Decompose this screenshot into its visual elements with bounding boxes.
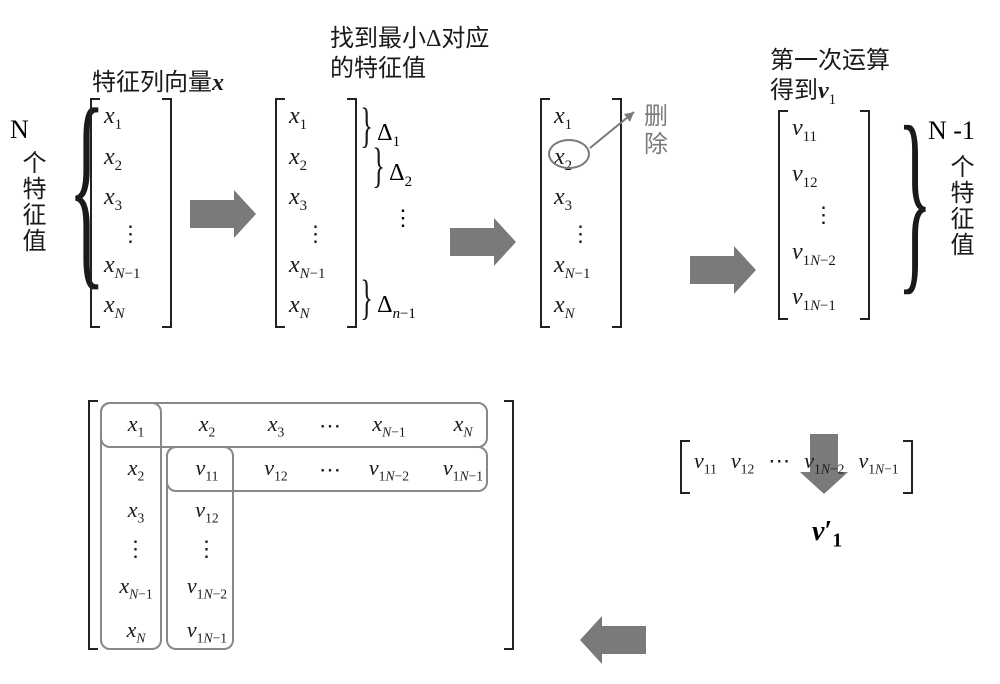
v1prime-container: v11 v12 ⋯ v1N−2 v1N−1 bbox=[680, 440, 913, 494]
arrow-left-1 bbox=[600, 626, 646, 654]
title-min-delta-l2: 的特征值 bbox=[330, 48, 426, 83]
ellipse-x2 bbox=[548, 139, 590, 169]
matrix-v1: v11 v12 ⋮ v1N−2 v1N−1 bbox=[778, 110, 870, 320]
v1prime-label: v′1 bbox=[812, 516, 842, 553]
title-first-op-l2: 得到v1 bbox=[770, 70, 836, 109]
nm1-label: N -1 bbox=[928, 116, 975, 146]
box-row0 bbox=[100, 402, 488, 448]
nm1-values-vtext: 个特征值 bbox=[942, 154, 977, 258]
matrix-x-1: x1 x2 x3 ⋮ xN−1 xN bbox=[90, 98, 172, 328]
delta-dots: ⋮ bbox=[392, 210, 415, 225]
delete-label-2: 除 bbox=[644, 124, 668, 159]
delta-n-1: }Δn−1 bbox=[356, 272, 416, 323]
curly-right-1: } bbox=[897, 101, 932, 295]
n-label: N bbox=[10, 115, 29, 145]
delta-2: }Δ2 bbox=[368, 140, 412, 191]
arrow-right-2 bbox=[450, 228, 496, 256]
box-row1 bbox=[166, 446, 488, 492]
arrow-right-1 bbox=[190, 200, 236, 228]
n-values-vtext: 个特征值 bbox=[14, 150, 49, 254]
matrix-x-2: x1 x2 x3 ⋮ xN−1 xN bbox=[275, 98, 357, 328]
delete-arrow-icon bbox=[586, 104, 646, 154]
title-vector-x: 特征列向量x bbox=[92, 62, 224, 97]
arrow-right-3 bbox=[690, 256, 736, 284]
